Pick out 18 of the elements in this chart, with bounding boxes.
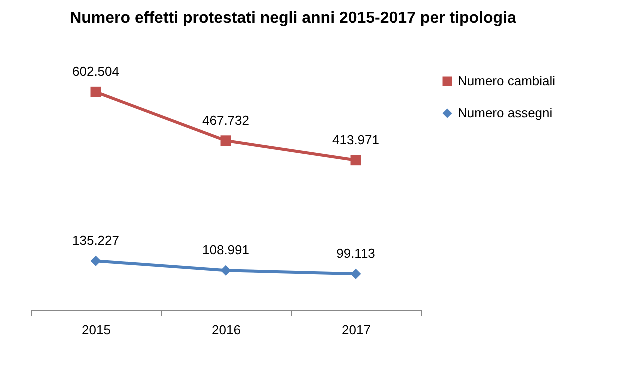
point <box>220 265 232 276</box>
x-tick-label: 2016 <box>212 322 241 338</box>
data-label: 108.991 <box>202 242 250 258</box>
point <box>90 256 102 266</box>
x-tick-label: 2017 <box>342 322 371 338</box>
point <box>90 86 102 98</box>
data-label: 99.113 <box>336 246 376 262</box>
legend-label: Numero cambiali <box>458 74 556 88</box>
point <box>350 155 362 166</box>
data-label: 467.732 <box>202 112 250 128</box>
chart-title: Numero effetti protestati negli anni 2015-2017 per tipologia <box>70 10 517 28</box>
point <box>220 136 232 146</box>
point <box>350 268 362 280</box>
data-label: 135.227 <box>72 233 120 248</box>
data-label: 602.504 <box>72 64 120 80</box>
legend-label: Numero assegni <box>458 106 553 120</box>
data-label: 413.971 <box>332 132 380 148</box>
x-tick-label: 2015 <box>82 322 111 338</box>
